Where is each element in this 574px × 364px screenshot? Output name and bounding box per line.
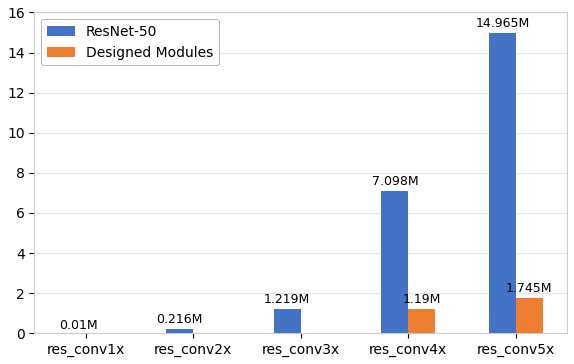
Bar [489,33,516,333]
Text: 7.098M: 7.098M [371,175,418,188]
Text: 1.19M: 1.19M [402,293,441,306]
Text: 0.01M: 0.01M [59,319,97,332]
Bar [516,298,543,333]
Text: 1.219M: 1.219M [264,293,311,306]
Bar [408,309,435,333]
Text: 0.216M: 0.216M [157,313,203,326]
Bar [166,329,193,333]
Legend: ResNet-50, Designed Modules: ResNet-50, Designed Modules [41,19,219,66]
Bar [274,309,301,333]
Text: 1.745M: 1.745M [506,282,553,295]
Text: 14.965M: 14.965M [475,17,530,30]
Bar [382,191,408,333]
